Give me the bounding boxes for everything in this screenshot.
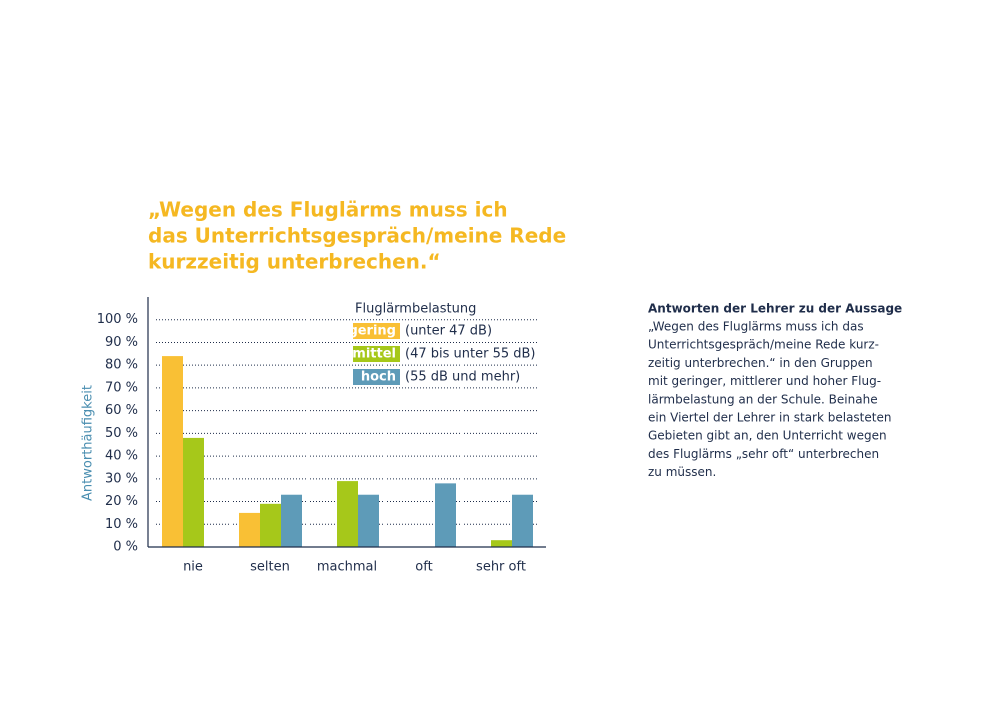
side-text-line: zu müssen. [648, 465, 716, 479]
x-tick-label: machmal [317, 560, 377, 575]
chart-title: das Unterrichtsgespräch/meine Rede [148, 224, 566, 248]
bar [358, 494, 379, 547]
legend-label: gering [348, 324, 396, 339]
bar [183, 437, 204, 547]
bar [281, 494, 302, 547]
x-tick-label: sehr oft [476, 560, 526, 575]
side-text-line: „Wegen des Fluglärms muss ich das [648, 320, 864, 334]
side-text-line: Unterrichtsgespräch/meine Rede kurz- [648, 338, 879, 352]
y-tick-label: 10 % [105, 517, 138, 532]
chart-title: „Wegen des Fluglärms muss ich [148, 198, 508, 222]
x-tick-label: selten [250, 560, 290, 575]
x-tick-label: oft [415, 560, 432, 575]
y-tick-label: 30 % [105, 471, 138, 486]
y-tick-label: 70 % [105, 380, 138, 395]
y-tick-label: 50 % [105, 426, 138, 441]
y-tick-label: 40 % [105, 449, 138, 464]
bar [337, 481, 358, 547]
x-tick-label: nie [183, 560, 203, 575]
legend-description: (55 dB und mehr) [405, 370, 520, 385]
side-text-line: Gebieten gibt an, den Unterricht wegen [648, 429, 887, 443]
side-heading: Antworten der Lehrer zu der Aussage [648, 302, 902, 316]
bar [260, 503, 281, 547]
legend-label: mittel [352, 347, 396, 362]
y-tick-label: 100 % [97, 312, 138, 327]
legend-swatch [353, 369, 400, 385]
bar [512, 494, 533, 547]
y-tick-label: 60 % [105, 403, 138, 418]
y-axis-label: Antworthäufigkeit [81, 385, 96, 501]
bar [239, 512, 260, 547]
y-tick-label: 0 % [113, 540, 138, 555]
legend-swatch [353, 346, 400, 362]
chart-title: kurzzeitig unterbrechen.“ [148, 250, 441, 274]
side-text-line: mit geringer, mittlerer und hoher Flug- [648, 374, 881, 388]
y-tick-label: 80 % [105, 358, 138, 373]
legend-description: (unter 47 dB) [405, 324, 492, 339]
y-tick-label: 90 % [105, 335, 138, 350]
legend-swatch [353, 323, 400, 339]
legend-label: hoch [361, 370, 396, 385]
side-text-line: lärmbelastung an der Schule. Beinahe [648, 392, 878, 406]
side-text-line: ein Viertel der Lehrer in stark belastet… [648, 411, 891, 425]
legend-title: Fluglärmbelastung [355, 302, 476, 317]
bar [491, 540, 512, 547]
legend-description: (47 bis unter 55 dB) [405, 347, 535, 362]
bar [435, 483, 456, 547]
side-text-line: des Fluglärms „sehr oft“ unterbrechen [648, 447, 879, 461]
y-tick-label: 20 % [105, 494, 138, 509]
side-text-line: zeitig unterbrechen.“ in den Gruppen [648, 356, 873, 370]
bar [162, 356, 183, 547]
